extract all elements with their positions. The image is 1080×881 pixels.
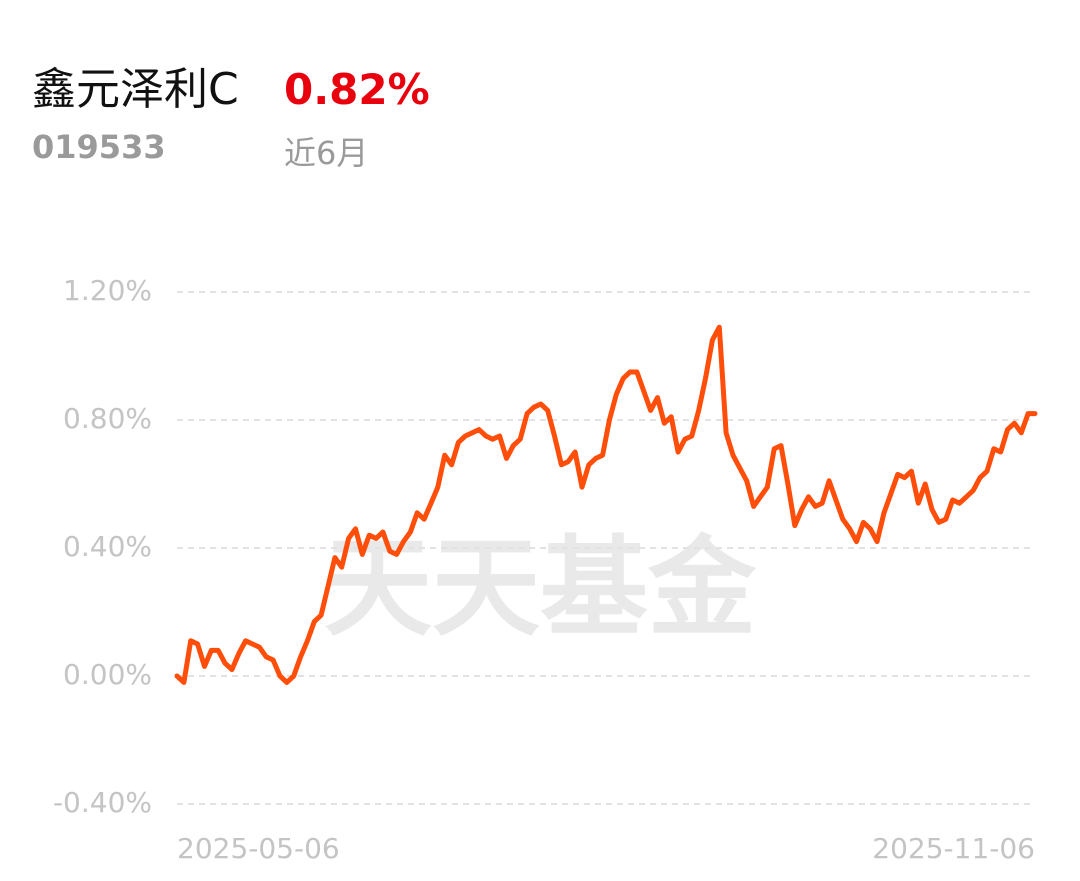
y-tick-label: -0.40% [53, 786, 152, 819]
y-tick-label: 0.80% [63, 402, 152, 435]
fund-return: 0.82% [284, 65, 430, 114]
y-tick-label: 0.00% [63, 658, 152, 691]
series-line [174, 324, 1038, 685]
y-tick-label: 1.20% [63, 274, 152, 307]
y-tick-label: 0.40% [63, 530, 152, 563]
watermark: 天天基金 [324, 526, 757, 651]
x-tick-label: 2025-11-06 [872, 832, 1035, 865]
period: 近6月 [284, 134, 368, 172]
x-tick-label: 2025-05-06 [177, 832, 340, 865]
fund-name: 鑫元泽利C [32, 64, 239, 115]
fund-code: 019533 [32, 128, 166, 166]
